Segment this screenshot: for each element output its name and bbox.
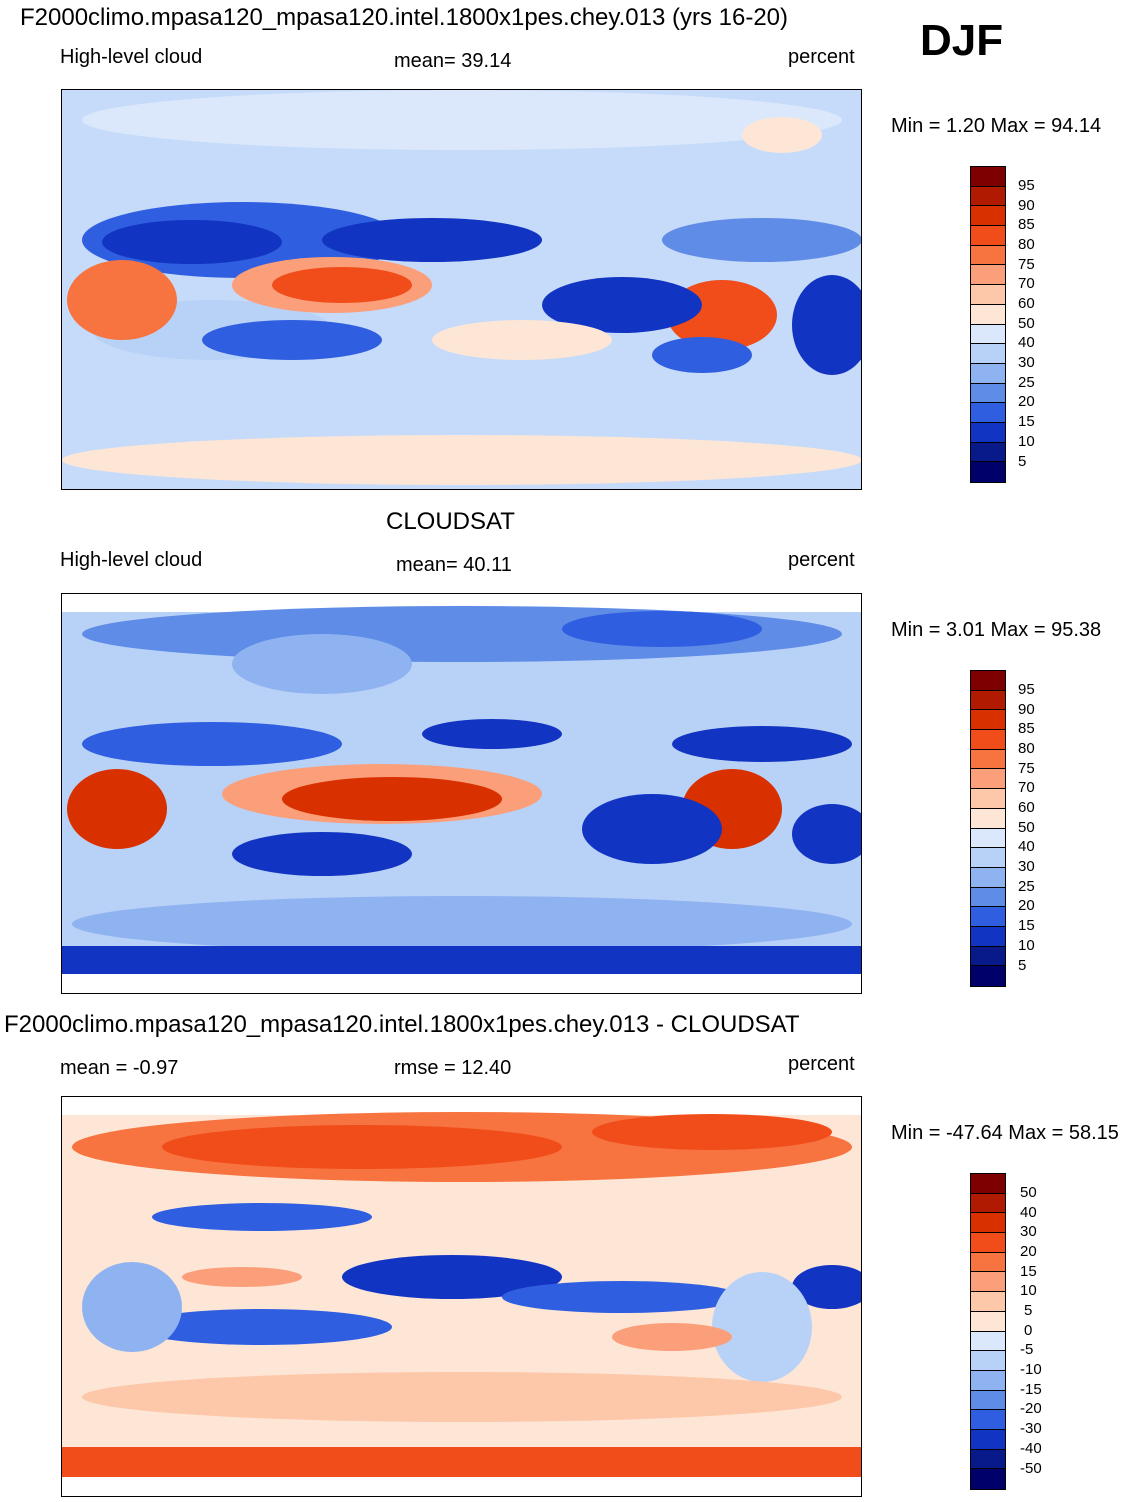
panel2-units: percent bbox=[788, 549, 855, 571]
panel1-minmax: Min = 1.20 Max = 94.14 bbox=[891, 115, 1102, 137]
panel3-rmse: rmse = 12.40 bbox=[394, 1057, 512, 1079]
cb-label: 75 bbox=[1018, 256, 1035, 273]
panel2-mean: mean= 40.11 bbox=[396, 554, 512, 576]
cb-label: -40 bbox=[1020, 1440, 1042, 1457]
panel1-map-field bbox=[62, 90, 861, 489]
cb-label: 30 bbox=[1018, 858, 1035, 875]
cb-label: 10 bbox=[1018, 937, 1035, 954]
panel1-title: F2000climo.mpasa120_mpasa120.intel.1800x… bbox=[20, 4, 789, 31]
cb-label: 5 bbox=[1018, 453, 1027, 470]
panel1-units: percent bbox=[788, 46, 855, 68]
cb-label: 85 bbox=[1018, 720, 1035, 737]
cb-label: -5 bbox=[1020, 1341, 1034, 1358]
cb-label: -50 bbox=[1020, 1460, 1042, 1477]
cb-label: 70 bbox=[1018, 275, 1035, 292]
panel3-colorbar bbox=[970, 1173, 1006, 1490]
cb-label: 5 bbox=[1024, 1302, 1033, 1319]
cb-label: -20 bbox=[1020, 1400, 1042, 1417]
panel1-mean: mean= 39.14 bbox=[394, 50, 512, 72]
cb-label: 50 bbox=[1018, 819, 1035, 836]
cb-label: -30 bbox=[1020, 1420, 1042, 1437]
cb-label: 10 bbox=[1020, 1282, 1037, 1299]
cb-label: 20 bbox=[1020, 1243, 1037, 1260]
panel2-left-label: High-level cloud bbox=[60, 549, 203, 571]
panel2-map-field bbox=[62, 594, 861, 993]
cb-label: 85 bbox=[1018, 216, 1035, 233]
cb-label: 30 bbox=[1018, 354, 1035, 371]
panel3-mean: mean = -0.97 bbox=[60, 1057, 179, 1079]
cb-label: 10 bbox=[1018, 433, 1035, 450]
panel3-minmax: Min = -47.64 Max = 58.15 bbox=[891, 1122, 1119, 1144]
panel3-map-field bbox=[62, 1097, 861, 1496]
cb-label: 15 bbox=[1018, 917, 1035, 934]
cb-label: 90 bbox=[1018, 197, 1035, 214]
cb-label: 30 bbox=[1020, 1223, 1037, 1240]
cb-label: 5 bbox=[1018, 957, 1027, 974]
cb-label: 15 bbox=[1020, 1263, 1037, 1280]
cb-label: 70 bbox=[1018, 779, 1035, 796]
cb-label: 15 bbox=[1018, 413, 1035, 430]
cb-label: 40 bbox=[1018, 838, 1035, 855]
cb-label: 90 bbox=[1018, 701, 1035, 718]
cb-label: 80 bbox=[1018, 236, 1035, 253]
panel1-colorbar bbox=[970, 166, 1006, 483]
panel1-left-label: High-level cloud bbox=[60, 46, 203, 68]
cb-label: 80 bbox=[1018, 740, 1035, 757]
cb-label: 40 bbox=[1020, 1204, 1037, 1221]
cb-label: 0 bbox=[1024, 1322, 1033, 1339]
cb-label: 95 bbox=[1018, 681, 1035, 698]
cb-label: -15 bbox=[1020, 1381, 1042, 1398]
cb-label: 95 bbox=[1018, 177, 1035, 194]
cb-label: 25 bbox=[1018, 878, 1035, 895]
panel2-map bbox=[61, 593, 862, 994]
cb-label: 20 bbox=[1018, 393, 1035, 410]
panel2-colorbar bbox=[970, 670, 1006, 987]
panel2-minmax: Min = 3.01 Max = 95.38 bbox=[891, 619, 1102, 641]
panel3-map bbox=[61, 1096, 862, 1497]
panel2-title: CLOUDSAT bbox=[386, 508, 515, 535]
panel3-title: F2000climo.mpasa120_mpasa120.intel.1800x… bbox=[4, 1011, 800, 1038]
cb-label: 50 bbox=[1018, 315, 1035, 332]
cb-label: 75 bbox=[1018, 760, 1035, 777]
cb-label: 20 bbox=[1018, 897, 1035, 914]
cb-label: 60 bbox=[1018, 295, 1035, 312]
cb-label: 60 bbox=[1018, 799, 1035, 816]
panel1-map bbox=[61, 89, 862, 490]
season-label: DJF bbox=[920, 16, 1004, 65]
cb-label: 50 bbox=[1020, 1184, 1037, 1201]
panel3-units: percent bbox=[788, 1053, 855, 1075]
cb-label: 25 bbox=[1018, 374, 1035, 391]
cb-label: -10 bbox=[1020, 1361, 1042, 1378]
cb-label: 40 bbox=[1018, 334, 1035, 351]
